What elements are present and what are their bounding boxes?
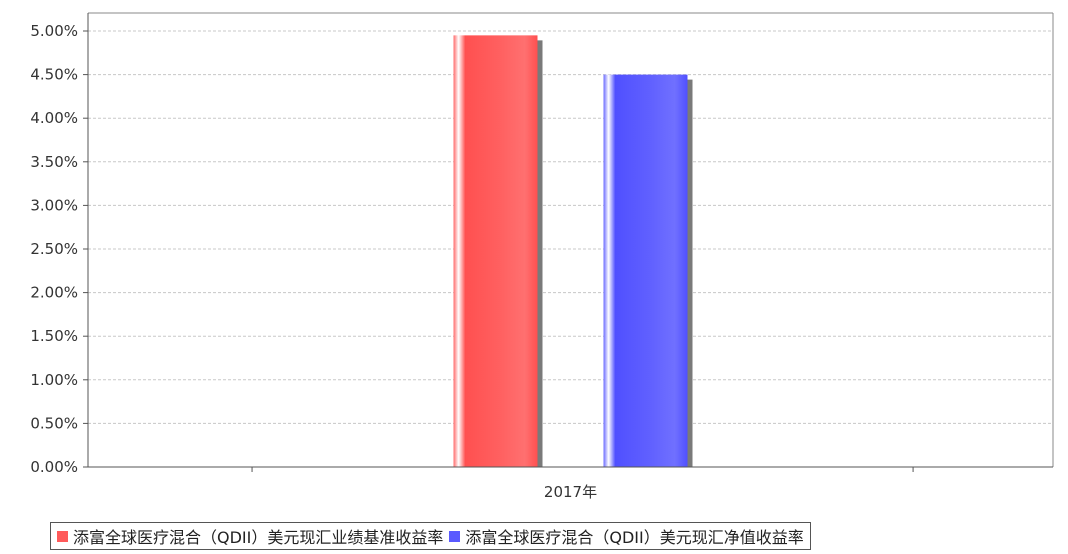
legend: 添富全球医疗混合（QDII）美元现汇业绩基准收益率 添富全球医疗混合（QDII）…	[50, 522, 811, 550]
bar-nav-0	[604, 75, 688, 467]
legend-label-nav: 添富全球医疗混合（QDII）美元现汇净值收益率	[465, 524, 803, 548]
legend-item-nav: 添富全球医疗混合（QDII）美元现汇净值收益率	[449, 524, 803, 548]
y-tick-label: 5.00%	[30, 22, 78, 40]
x-tick-label: 2017年	[544, 483, 597, 501]
y-tick-label: 0.50%	[30, 414, 78, 432]
legend-item-benchmark: 添富全球医疗混合（QDII）美元现汇业绩基准收益率	[57, 524, 443, 548]
legend-label-benchmark: 添富全球医疗混合（QDII）美元现汇业绩基准收益率	[73, 524, 443, 548]
bar-benchmark-0	[454, 35, 538, 467]
y-tick-label: 1.00%	[30, 371, 78, 389]
y-tick-label: 3.50%	[30, 153, 78, 171]
y-tick-label: 0.00%	[30, 458, 78, 476]
legend-swatch-benchmark	[57, 531, 68, 542]
y-tick-label: 2.50%	[30, 240, 78, 258]
y-tick-label: 1.50%	[30, 327, 78, 345]
legend-swatch-nav	[449, 531, 460, 542]
y-tick-label: 3.00%	[30, 196, 78, 214]
y-tick-label: 4.00%	[30, 109, 78, 127]
y-tick-label: 4.50%	[30, 66, 78, 84]
y-tick-label: 2.00%	[30, 284, 78, 302]
